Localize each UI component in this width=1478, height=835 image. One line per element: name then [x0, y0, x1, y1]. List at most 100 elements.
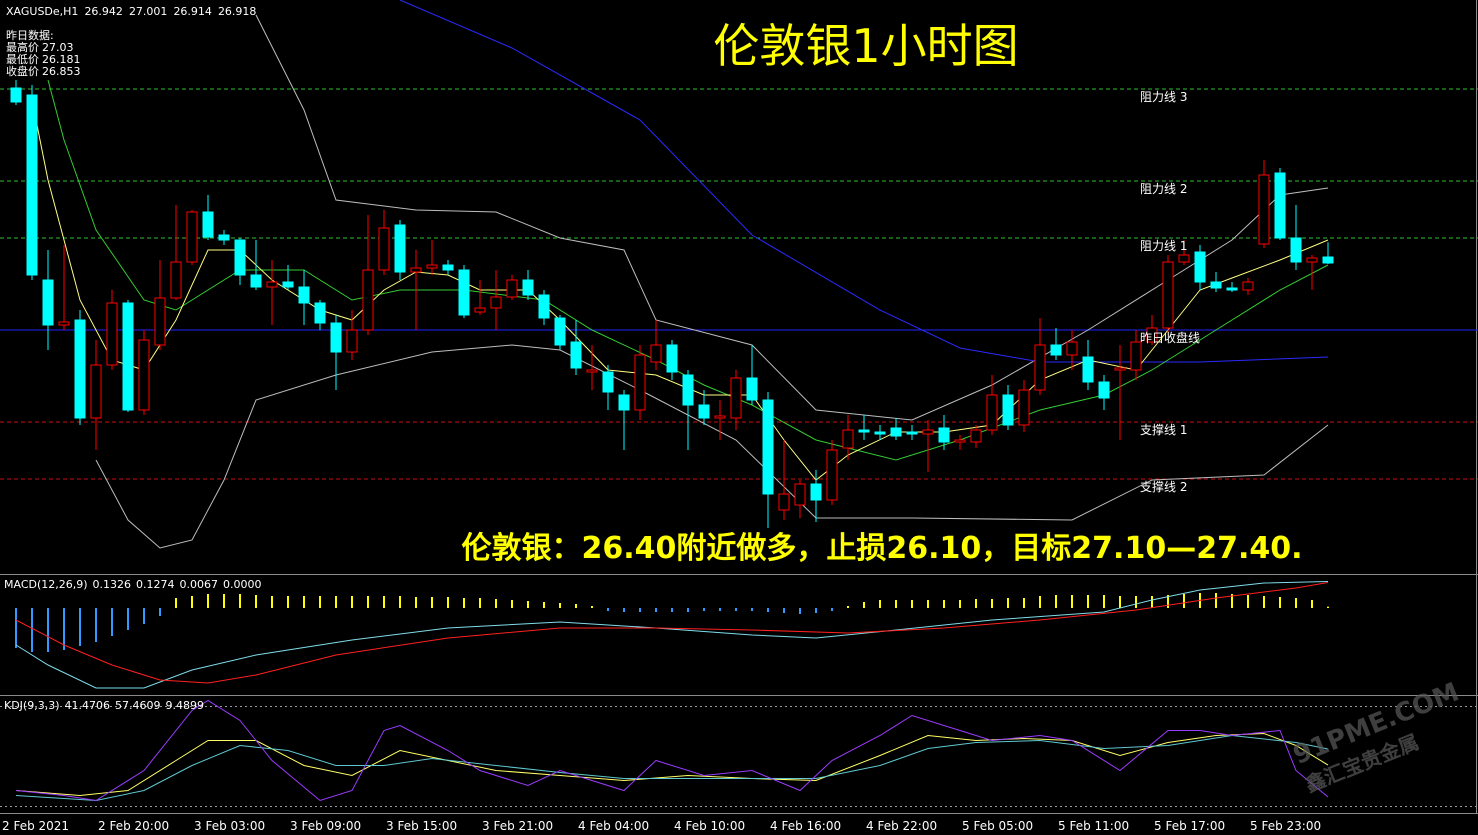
indicator-name: MACD(12,26,9)	[4, 578, 88, 591]
level-label: 阻力线 1	[1140, 239, 1187, 253]
candle-body	[778, 493, 790, 511]
indicator-readout: 0.1274	[136, 578, 175, 591]
moving-average	[399, 0, 1329, 363]
candle-body	[1002, 394, 1014, 426]
info-item: 最高价 27.03	[6, 40, 74, 54]
candle-body	[762, 399, 774, 495]
candle-body	[682, 374, 694, 406]
candle-body	[794, 483, 806, 506]
candle-body	[138, 339, 150, 411]
info-value: 26.181	[42, 53, 81, 66]
candle-body	[1226, 287, 1238, 291]
x-tick-label: 4 Feb 22:00	[866, 819, 937, 833]
info-item: 最低价 26.181	[6, 53, 81, 66]
candle-body	[970, 429, 982, 443]
level-label: 阻力线 2	[1140, 182, 1187, 196]
candle-body	[1066, 341, 1078, 356]
indicator-label: MACD(12,26,9) 0.1326 0.1274 0.0067 0.0000	[4, 578, 262, 591]
candle-body	[58, 321, 70, 326]
x-tick-label: 3 Feb 09:00	[290, 819, 361, 833]
candle-body	[330, 322, 342, 353]
candle-body	[554, 317, 566, 346]
x-tick-label: 2 Feb 20:00	[98, 819, 169, 833]
annotation: 伦敦银：26.40附近做多，止损26.10，目标27.10—27.40.	[462, 531, 1303, 566]
candle-body	[1322, 256, 1334, 264]
kdj-panel	[0, 699, 1478, 807]
candle-body	[1258, 174, 1270, 245]
candle-body	[362, 269, 374, 331]
candle-body	[874, 431, 886, 435]
candle-body	[1082, 356, 1094, 383]
candle-body	[602, 371, 614, 393]
candle-body	[458, 269, 470, 316]
info-heading: 昨日数据:	[6, 28, 54, 42]
candle-body	[1114, 367, 1126, 371]
candle-body	[250, 274, 262, 288]
indicator-readout: 41.4706	[65, 699, 111, 712]
candle-body	[298, 286, 310, 304]
candle-body	[570, 341, 582, 369]
candle-body	[346, 329, 358, 353]
candle-body	[410, 267, 422, 273]
candle-body	[714, 415, 726, 419]
candle-body	[10, 87, 22, 103]
macd-line	[15, 582, 1329, 684]
candle-body	[394, 224, 406, 273]
texts: 伦敦银1小时图 伦敦银：26.40附近做多，止损26.10，目标27.10—27…	[2, 5, 1463, 833]
x-tick-label: 4 Feb 16:00	[770, 819, 841, 833]
ohlc-readout: 26.942	[84, 5, 123, 18]
moving-average	[47, 79, 1329, 461]
candle-body	[490, 296, 502, 309]
symbol: XAGUSDe,H1	[6, 5, 78, 18]
candle-body	[186, 211, 198, 263]
candle-body	[1018, 389, 1030, 426]
info-label: 最低价	[6, 53, 39, 66]
macd-panel	[15, 580, 1329, 689]
symbol-header: XAGUSDe,H1 26.942 27.001 26.914 26.918	[6, 5, 256, 18]
candle-body	[202, 211, 214, 238]
indicator-readout: 0.1326	[93, 578, 132, 591]
x-tick-label: 3 Feb 21:00	[482, 819, 553, 833]
indicator-readout: 57.4609	[115, 699, 161, 712]
indicator-label: KDJ(9,3,3) 41.4706 57.4609 9.4899	[4, 699, 204, 712]
candle-body	[522, 279, 534, 296]
candle-body	[922, 429, 934, 435]
candle-body	[506, 279, 518, 298]
x-tick-label: 4 Feb 04:00	[578, 819, 649, 833]
moving-average	[95, 344, 1329, 549]
candle-body	[42, 279, 54, 326]
candle-body	[826, 449, 838, 501]
candle-body	[90, 364, 102, 419]
candle-body	[890, 427, 902, 437]
ohlc-readout: 26.914	[173, 5, 212, 18]
candle-body	[218, 234, 230, 241]
x-tick-label: 5 Feb 11:00	[1058, 819, 1129, 833]
info-label: 最高价	[6, 40, 39, 54]
candle-body	[1194, 251, 1206, 283]
candle-body	[1306, 257, 1318, 263]
candle-body	[314, 302, 326, 324]
candle-body	[26, 94, 38, 276]
indicator-name: KDJ(9,3,3)	[4, 699, 60, 712]
candle-body	[650, 344, 662, 363]
candle-body	[1050, 344, 1062, 356]
candle-body	[586, 369, 598, 373]
candle-body	[282, 281, 294, 288]
candle-body	[122, 302, 134, 411]
candle-body	[378, 227, 390, 271]
candle-body	[618, 394, 630, 411]
candle-body	[234, 239, 246, 276]
candle-body	[746, 377, 758, 401]
candle-body	[106, 302, 118, 366]
candle-body	[858, 429, 870, 433]
x-tick-label: 5 Feb 05:00	[962, 819, 1033, 833]
candle-body	[810, 483, 822, 501]
x-tick-label: 3 Feb 15:00	[386, 819, 457, 833]
candle-body	[538, 294, 550, 319]
indicator-readout: 0.0000	[223, 578, 262, 591]
candle-body	[1034, 344, 1046, 391]
candle-body	[730, 377, 742, 419]
candle-body	[634, 354, 646, 411]
x-tick-label: 2 Feb 2021	[2, 819, 69, 833]
info-value: 27.03	[42, 41, 74, 54]
